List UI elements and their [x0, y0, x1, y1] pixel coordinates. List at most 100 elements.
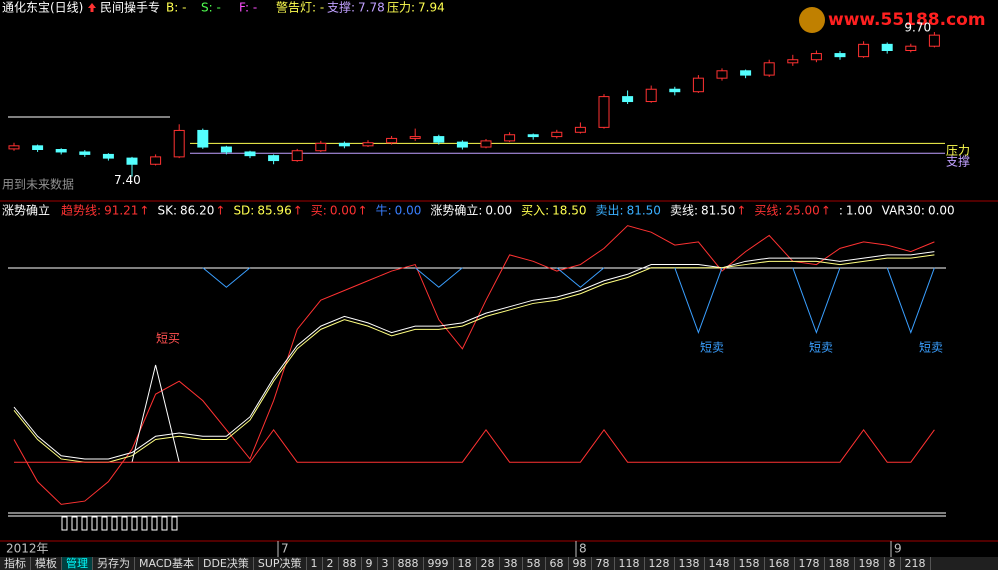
tab[interactable]: DDE决策	[199, 557, 254, 570]
indicator-value: 18.50	[552, 204, 586, 218]
comb-bar	[151, 516, 158, 531]
tab[interactable]: 98	[569, 557, 592, 570]
tab[interactable]: 78	[592, 557, 615, 570]
indicator-label: SK:	[157, 204, 177, 218]
candle-body	[102, 153, 114, 159]
tab[interactable]: 999	[424, 557, 454, 570]
indicator-label: 趋势线:	[61, 204, 101, 218]
tab[interactable]: SUP决策	[254, 557, 307, 570]
indicator-line	[14, 428, 935, 463]
tab[interactable]: 9	[362, 557, 378, 570]
watermark: www.55188.com	[828, 10, 986, 30]
candle-body	[480, 140, 492, 148]
indicator-label: SD:	[233, 204, 254, 218]
candle-body	[527, 134, 539, 138]
tab[interactable]: 198	[855, 557, 885, 570]
comb-bar	[71, 516, 78, 531]
indicator-label: VAR30:	[882, 204, 925, 218]
indicator-arrow: ↑	[821, 204, 831, 218]
tab[interactable]: 188	[825, 557, 855, 570]
comb-bar	[101, 516, 108, 531]
tab[interactable]: 168	[765, 557, 795, 570]
tab[interactable]: 8	[885, 557, 901, 570]
candle-body	[645, 88, 657, 103]
candle-body	[220, 146, 232, 153]
tab[interactable]: 38	[500, 557, 523, 570]
tab[interactable]: 88	[339, 557, 362, 570]
candle-body	[787, 59, 799, 64]
candle-body	[173, 129, 185, 158]
formula-name: 民间操手专	[100, 0, 160, 15]
candle-body	[740, 70, 752, 76]
tab[interactable]: 2	[323, 557, 339, 570]
warning: 警告灯: -	[276, 0, 324, 15]
logo	[799, 7, 825, 33]
candle-body	[197, 129, 209, 148]
candle-body	[291, 150, 303, 162]
indicator-arrow: ↑	[215, 204, 225, 218]
indicator-line	[13, 254, 935, 463]
tab[interactable]: 178	[795, 557, 825, 570]
indicator-value: 0.00	[485, 204, 512, 218]
indicator-arrow: ↑	[139, 204, 149, 218]
tab[interactable]: 58	[523, 557, 546, 570]
indicator-line	[131, 364, 180, 463]
tab[interactable]: 3	[378, 557, 394, 570]
tab[interactable]: 28	[477, 557, 500, 570]
tab[interactable]: 158	[735, 557, 765, 570]
comb-bar	[141, 516, 148, 531]
candle-body	[386, 137, 398, 144]
candle-body	[79, 151, 91, 155]
candle-body	[598, 96, 610, 128]
pressure-tag: 压力	[946, 144, 970, 158]
year: 2012年	[6, 542, 49, 556]
indicator-label: 卖出:	[596, 204, 624, 218]
comb-bar	[91, 516, 98, 531]
indicator-value: 0.00	[330, 204, 357, 218]
tab[interactable]: 18	[454, 557, 477, 570]
up-icon	[88, 3, 96, 12]
high-label: 9.70	[904, 21, 931, 35]
b-signal: B: -	[166, 1, 186, 15]
indicator-line	[13, 251, 935, 460]
tab[interactable]: 888	[394, 557, 424, 570]
background	[0, 0, 998, 557]
indicator-line	[202, 267, 935, 335]
comb-bar	[171, 516, 178, 531]
indicator-arrow: ↑	[358, 204, 368, 218]
tab[interactable]: 模板	[31, 557, 62, 570]
tab[interactable]: 另存为	[93, 557, 135, 570]
indicator-label: 买:	[311, 204, 327, 218]
tab[interactable]: 218	[901, 557, 931, 570]
indicator-label: 卖线:	[670, 204, 698, 218]
indicator-arrow: ↑	[293, 204, 303, 218]
candle-body	[338, 142, 350, 147]
candle-body	[716, 70, 728, 79]
indicator-value: 81.50	[701, 204, 735, 218]
tab[interactable]: 138	[675, 557, 705, 570]
tab[interactable]: 1	[307, 557, 323, 570]
tab[interactable]: 148	[705, 557, 735, 570]
comb-bar	[131, 516, 138, 531]
indicator-label: 牛:	[376, 203, 392, 218]
future-note: 用到未来数据	[2, 177, 74, 192]
candle-body	[692, 77, 704, 93]
tab[interactable]: 128	[645, 557, 675, 570]
candle-body	[858, 43, 870, 58]
tab[interactable]: 指标	[0, 557, 31, 570]
tab[interactable]: 管理	[62, 557, 93, 570]
candle-body	[315, 142, 327, 152]
support-tag: 支撑	[946, 154, 970, 169]
low-label: 7.40	[114, 173, 141, 187]
indicator-arrow: ↑	[736, 204, 746, 218]
pressure-value: 7.94	[418, 1, 445, 15]
tab[interactable]: 68	[546, 557, 569, 570]
candle-body	[362, 142, 374, 147]
candle-body	[8, 145, 20, 150]
tab[interactable]: MACD基本	[135, 557, 199, 570]
sell-label: 短卖	[700, 341, 724, 355]
candle-body	[409, 136, 421, 139]
tab[interactable]: 118	[615, 557, 645, 570]
candle-body	[834, 53, 846, 58]
